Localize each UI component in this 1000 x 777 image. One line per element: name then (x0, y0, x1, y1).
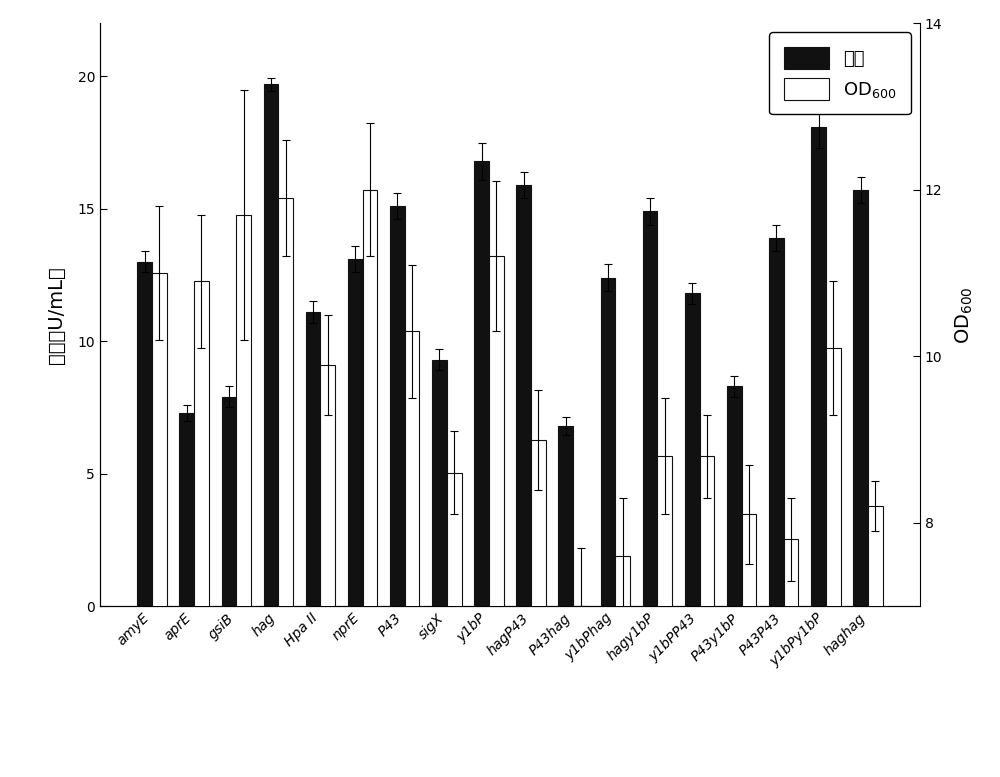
Bar (811, 127, 826, 606)
Bar (489, 256, 504, 777)
Bar (826, 348, 841, 777)
Bar (179, 413, 194, 606)
Bar (853, 190, 868, 606)
Bar (194, 281, 209, 777)
Bar (390, 206, 405, 606)
Bar (306, 312, 320, 606)
Bar (152, 273, 167, 777)
Bar (363, 190, 377, 777)
Bar (573, 606, 588, 777)
Bar (558, 426, 573, 606)
Bar (405, 331, 419, 777)
Bar (784, 539, 798, 777)
Bar (236, 214, 251, 777)
Bar (657, 456, 672, 777)
Bar (474, 161, 489, 606)
Y-axis label: OD$_{600}$: OD$_{600}$ (954, 286, 975, 343)
Bar (531, 440, 546, 777)
Bar (601, 277, 615, 606)
Bar (868, 506, 883, 777)
Bar (742, 514, 756, 777)
Legend: 酶活, OD$_{600}$: 酶活, OD$_{600}$ (769, 33, 911, 114)
Bar (222, 397, 236, 606)
Bar (685, 294, 700, 606)
Bar (278, 198, 293, 777)
Bar (432, 360, 447, 606)
Bar (643, 211, 657, 606)
Bar (348, 259, 363, 606)
Bar (615, 556, 630, 777)
Bar (447, 473, 462, 777)
Bar (700, 456, 714, 777)
Bar (137, 262, 152, 606)
Bar (727, 386, 742, 606)
Bar (516, 185, 531, 606)
Y-axis label: 酶活（U/mL）: 酶活（U/mL） (47, 266, 66, 364)
Bar (264, 84, 278, 606)
Bar (320, 364, 335, 777)
Bar (769, 238, 784, 606)
